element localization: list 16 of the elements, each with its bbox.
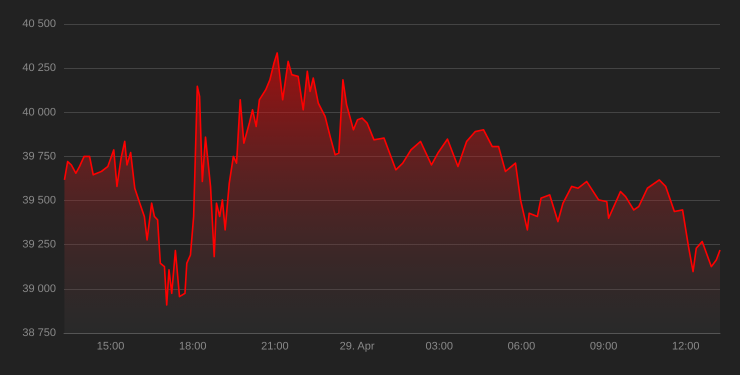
x-tick-label: 21:00 <box>261 340 289 352</box>
x-tick-label: 06:00 <box>508 340 536 352</box>
y-tick-label: 39 000 <box>22 282 56 295</box>
y-tick-label: 40 250 <box>22 62 56 74</box>
x-tick-label: 15:00 <box>96 340 124 352</box>
y-tick-label: 38 750 <box>22 327 56 339</box>
y-tick-label: 39 750 <box>22 150 56 162</box>
y-tick-label: 39 500 <box>22 194 56 207</box>
x-tick-label: 09:00 <box>590 340 618 352</box>
x-tick-label: 03:00 <box>425 340 454 352</box>
x-tick-label: 29. Apr <box>340 340 375 352</box>
x-tick-label: 12:00 <box>672 340 700 352</box>
x-tick-label: 18:00 <box>178 340 206 352</box>
y-tick-label: 39 250 <box>22 238 56 251</box>
y-tick-label: 40 000 <box>22 106 56 118</box>
y-tick-label: 40 500 <box>22 18 56 30</box>
